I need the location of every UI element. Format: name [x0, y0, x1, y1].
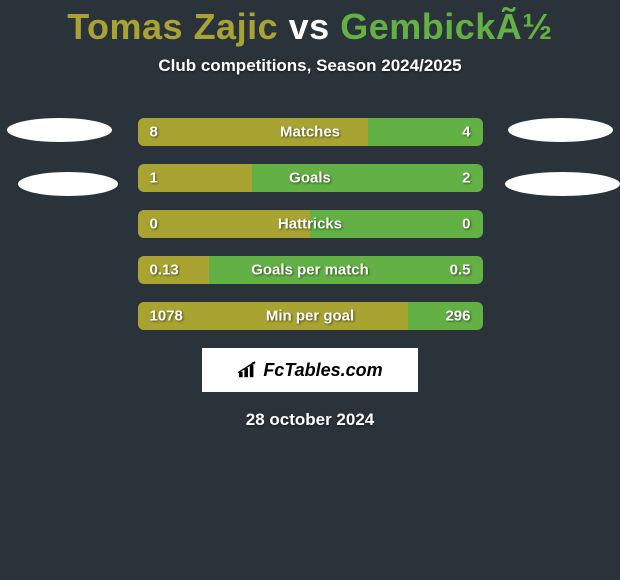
stat-label: Goals: [289, 170, 331, 187]
stat-row: Matches 8 4: [138, 118, 483, 146]
stat-rows: Matches 8 4 Goals 1 2 Hattricks 0 0 Goals per mat…: [138, 118, 483, 330]
stat-row: Goals per match 0.13 0.5: [138, 256, 483, 284]
player2-value: 0.5: [450, 262, 471, 279]
player1-value: 8: [150, 124, 158, 141]
comparison-chart: Matches 8 4 Goals 1 2 Hattricks 0 0 Goals per mat…: [0, 118, 620, 330]
logo-text: FcTables.com: [263, 360, 382, 381]
fctables-logo: FcTables.com: [202, 348, 418, 392]
subtitle: Club competitions, Season 2024/2025: [0, 56, 620, 76]
player1-value: 0.13: [150, 262, 179, 279]
bar-chart-icon: [237, 361, 259, 379]
player1-name: Tomas Zajic: [67, 6, 278, 47]
player2-avatar-placeholder: [508, 118, 613, 142]
stat-label: Goals per match: [251, 262, 369, 279]
stat-label: Hattricks: [278, 216, 342, 233]
player2-value: 2: [462, 170, 470, 187]
player1-value: 1078: [150, 308, 183, 325]
comparison-title: Tomas Zajic vs GembickÃ½: [0, 0, 620, 48]
player1-value: 1: [150, 170, 158, 187]
player2-value: 296: [445, 308, 470, 325]
stat-row: Hattricks 0 0: [138, 210, 483, 238]
vs-text: vs: [289, 6, 330, 47]
snapshot-date: 28 october 2024: [0, 410, 620, 430]
player1-value: 0: [150, 216, 158, 233]
stat-row: Goals 1 2: [138, 164, 483, 192]
player1-avatar-placeholder: [18, 172, 118, 196]
stat-row: Min per goal 1078 296: [138, 302, 483, 330]
player1-avatar-placeholder: [7, 118, 112, 142]
player2-bar-segment: [252, 164, 482, 192]
player2-avatar-placeholder: [505, 172, 620, 196]
player2-name: GembickÃ½: [340, 6, 553, 47]
player2-value: 0: [462, 216, 470, 233]
stat-label: Min per goal: [266, 308, 354, 325]
stat-label: Matches: [280, 124, 340, 141]
player2-value: 4: [462, 124, 470, 141]
